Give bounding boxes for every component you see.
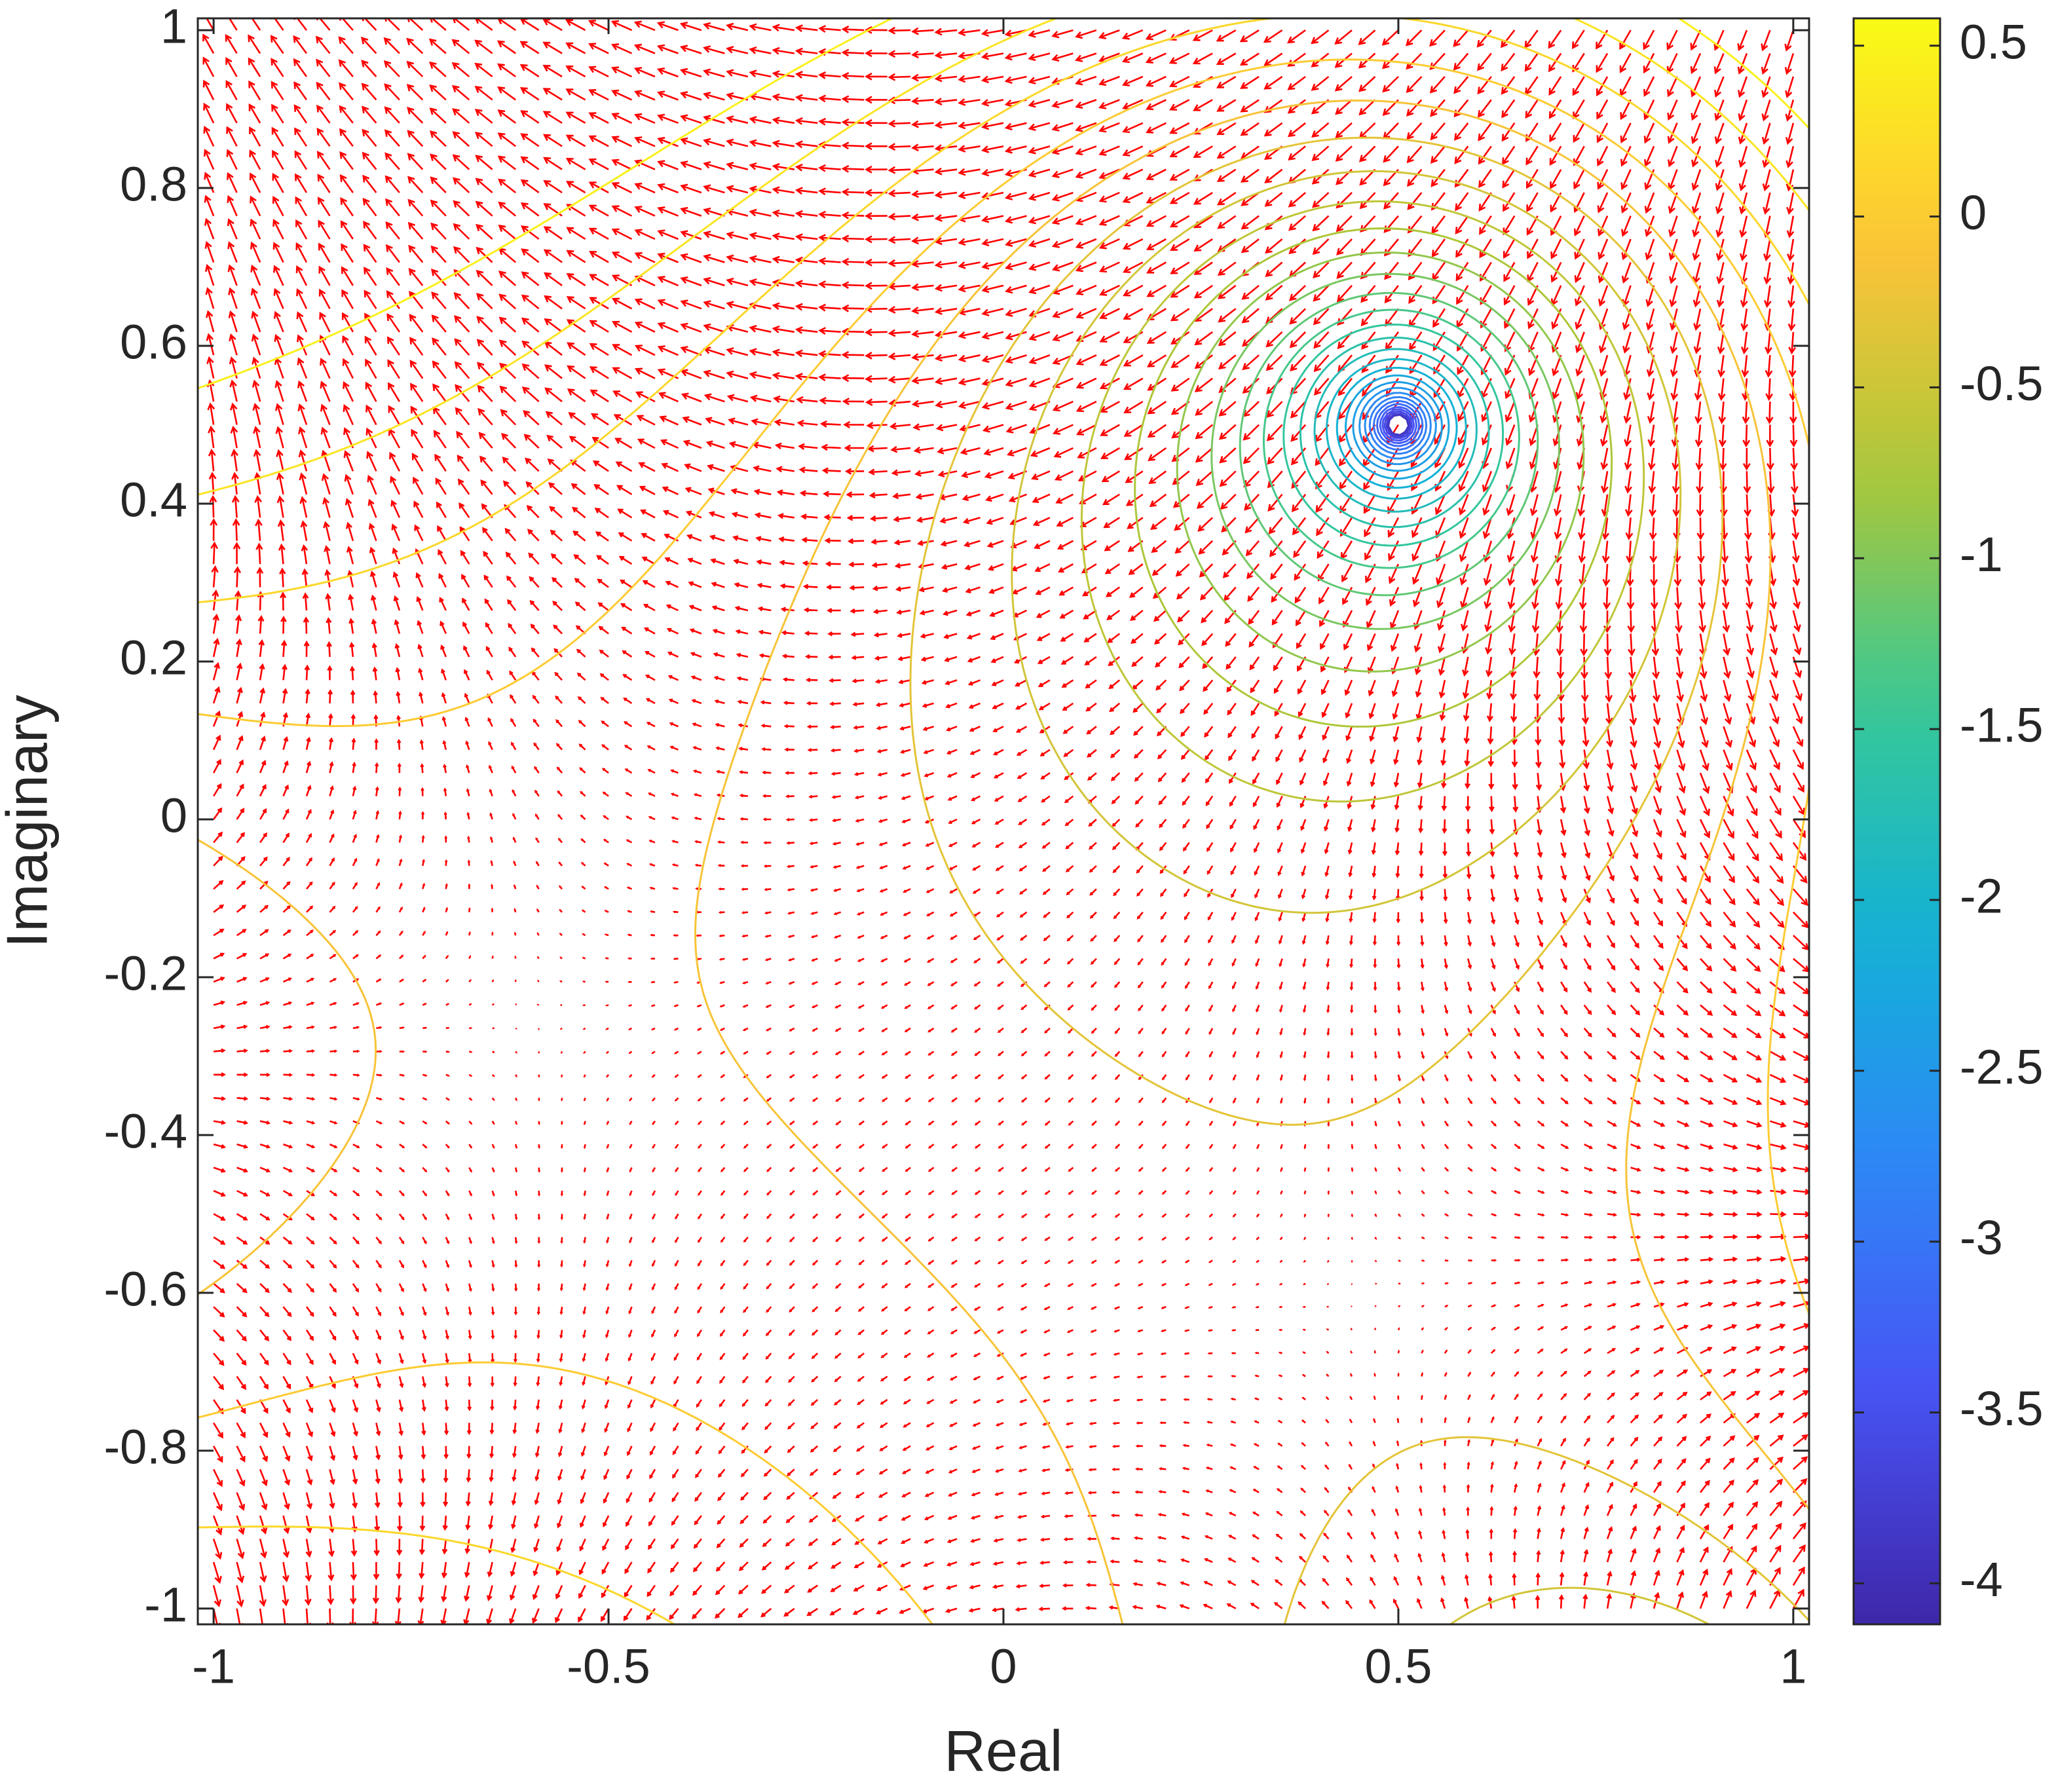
contour-line [1385, 412, 1411, 438]
colorbar-tick-label: -4 [1960, 1552, 2003, 1607]
contour-line [1299, 336, 1490, 529]
colorbar-tick-label: -2 [1960, 869, 2003, 924]
y-axis-label: Imaginary [0, 695, 59, 948]
contour-line [1011, 170, 1710, 1624]
contour-line [198, 18, 1809, 496]
contour-line [198, 100, 1809, 1624]
contour-line [198, 18, 1809, 1624]
y-tick-label: 0.2 [120, 631, 187, 685]
x-tick-label: 1 [1780, 1639, 1806, 1694]
contour-line [909, 136, 1809, 1624]
x-tick-label: 0.5 [1365, 1639, 1432, 1694]
contour-line [1383, 410, 1413, 439]
colorbar-tick-label: -2.5 [1960, 1039, 2044, 1094]
y-tick-label: -0.2 [103, 946, 187, 1001]
x-tick-label: -1 [192, 1639, 235, 1694]
contour-line [1387, 413, 1410, 436]
y-tick-label: -1 [144, 1577, 187, 1632]
contour-line [1313, 348, 1478, 513]
contour-line [198, 58, 1809, 1624]
x-axis-label: Real [944, 1718, 1063, 1783]
contour-line [1372, 400, 1424, 451]
contour-line [1345, 374, 1450, 480]
y-tick-label: 0 [160, 789, 187, 843]
contour-line [1375, 403, 1421, 447]
plot-area [198, 18, 1809, 1624]
x-tick-label: -0.5 [567, 1639, 650, 1694]
contour-line [198, 18, 1809, 390]
contour-line [1134, 227, 1613, 728]
contour-line [1326, 358, 1467, 500]
colorbar-tick-label: -0.5 [1960, 356, 2044, 411]
colorbar-tick-label: -3 [1960, 1210, 2003, 1265]
contour-line [1239, 291, 1539, 597]
contour-line [1364, 392, 1432, 460]
contour-line [1262, 308, 1520, 569]
contour-line [1358, 386, 1437, 466]
contour-line [1336, 367, 1458, 489]
colorbar-tick-label: -3.5 [1960, 1381, 2044, 1436]
contour-line [1176, 252, 1585, 673]
colorbar [1852, 17, 1941, 1626]
y-tick-label: 0.4 [120, 473, 187, 527]
quiver [202, 18, 1809, 1624]
contour-line [1080, 200, 1645, 803]
y-tick-label: -0.4 [103, 1104, 187, 1159]
y-tick-label: 0.8 [120, 157, 187, 212]
colorbar-tick-label: 0 [1960, 185, 1987, 240]
y-tick-label: 1 [160, 0, 187, 54]
x-tick-label: 0 [990, 1639, 1017, 1694]
y-tick-label: -0.8 [103, 1419, 187, 1474]
contour-line [1368, 396, 1428, 455]
colorbar-tick-label: -1 [1960, 527, 2003, 582]
contour-line [1381, 408, 1415, 442]
contour-line [1379, 406, 1418, 445]
y-tick-label: 0.6 [120, 315, 187, 369]
contour-line [1352, 381, 1443, 472]
plot-content [198, 18, 1809, 1624]
colorbar-tick-label: -1.5 [1960, 698, 2044, 753]
contour-line [1282, 324, 1505, 547]
y-tick-label: -0.6 [103, 1261, 187, 1316]
contour-line [1210, 272, 1560, 630]
colorbar-tick-label: 0.5 [1960, 14, 2027, 69]
